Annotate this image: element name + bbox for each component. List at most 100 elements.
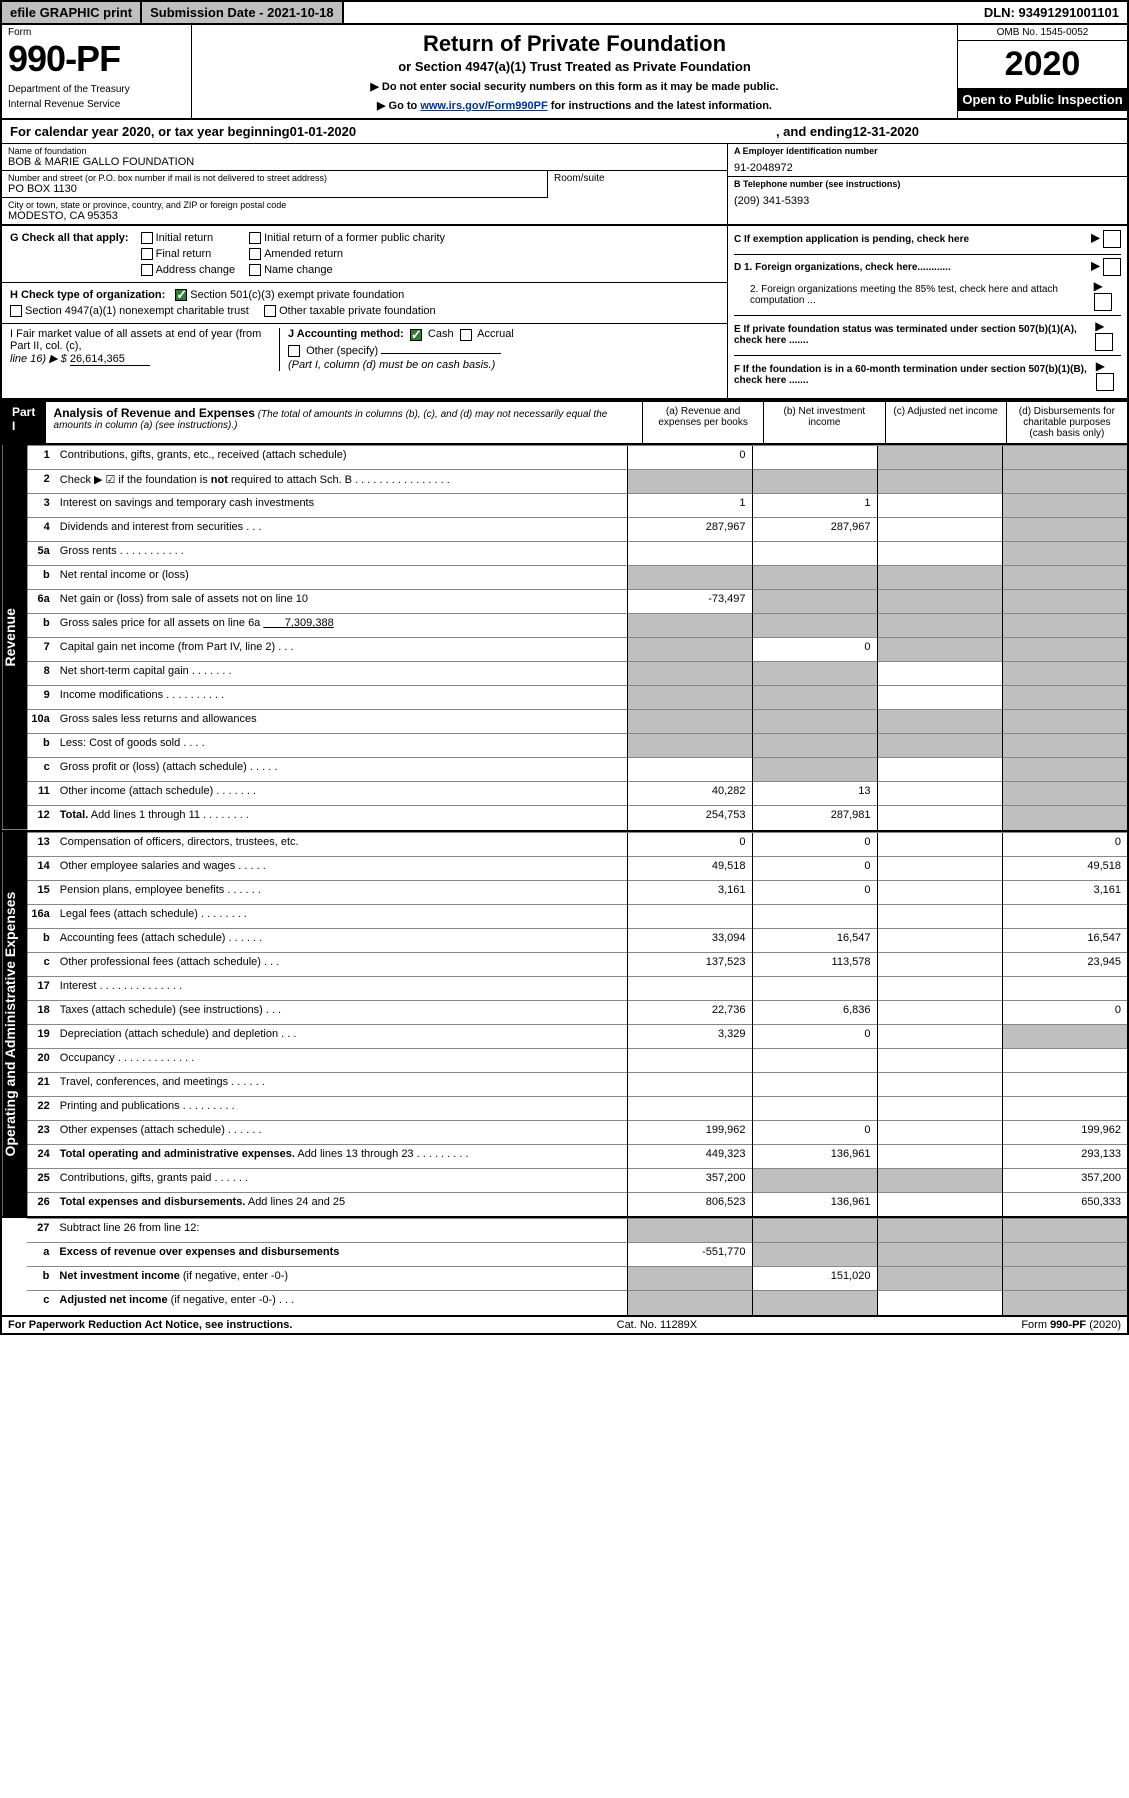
form-link[interactable]: www.irs.gov/Form990PF bbox=[420, 100, 547, 112]
cell-amount bbox=[877, 952, 1002, 976]
checkbox-icon[interactable] bbox=[460, 329, 472, 341]
checkbox-icon[interactable] bbox=[175, 289, 187, 301]
checkbox-icon[interactable] bbox=[10, 305, 22, 317]
checkbox-icon[interactable] bbox=[264, 305, 276, 317]
line-num: 2 bbox=[27, 470, 55, 494]
info-row: Name of foundation BOB & MARIE GALLO FOU… bbox=[2, 144, 1127, 226]
cell-amount: 136,961 bbox=[752, 1144, 877, 1168]
checkbox-icon[interactable] bbox=[288, 345, 300, 357]
checkbox-icon[interactable] bbox=[1103, 258, 1121, 276]
checkbox-icon[interactable] bbox=[1096, 373, 1114, 391]
line-num: 13 bbox=[27, 832, 55, 856]
table-row: bGross sales price for all assets on lin… bbox=[27, 614, 1127, 638]
line-label: Printing and publications . . . . . . . … bbox=[56, 1096, 627, 1120]
g-opt: Name change bbox=[249, 264, 445, 276]
cell-amount: 113,578 bbox=[752, 952, 877, 976]
bottom-section: 27Subtract line 26 from line 12:aExcess … bbox=[2, 1216, 1127, 1315]
checkbox-icon[interactable] bbox=[249, 248, 261, 260]
cell-amount: 199,962 bbox=[627, 1120, 752, 1144]
footer-right: Form 990-PF (2020) bbox=[1021, 1319, 1121, 1331]
cell-amount: -73,497 bbox=[627, 590, 752, 614]
form-container: efile GRAPHIC print Submission Date - 20… bbox=[0, 0, 1129, 1335]
omb: OMB No. 1545-0052 bbox=[958, 25, 1127, 41]
cell-shaded bbox=[1002, 710, 1127, 734]
checkbox-icon[interactable] bbox=[1103, 230, 1121, 248]
header-row: Form 990-PF Department of the Treasury I… bbox=[2, 25, 1127, 120]
cell-amount: 136,961 bbox=[752, 1192, 877, 1216]
cell-amount bbox=[877, 494, 1002, 518]
line-label: Gross sales less returns and allowances bbox=[56, 710, 627, 734]
table-row: cOther professional fees (attach schedul… bbox=[27, 952, 1127, 976]
j-block: J Accounting method: Cash Accrual Other … bbox=[280, 328, 719, 370]
checkbox-icon[interactable] bbox=[1094, 293, 1112, 311]
table-row: 13Compensation of officers, directors, t… bbox=[27, 832, 1127, 856]
cell-shaded bbox=[627, 614, 752, 638]
checkbox-icon[interactable] bbox=[141, 248, 153, 260]
cell-shaded bbox=[1002, 782, 1127, 806]
cell-amount: 293,133 bbox=[1002, 1144, 1127, 1168]
footer-mid: Cat. No. 11289X bbox=[617, 1319, 698, 1331]
dept: Department of the Treasury bbox=[8, 84, 185, 95]
line-num: 16a bbox=[27, 904, 55, 928]
table-row: 27Subtract line 26 from line 12: bbox=[27, 1219, 1127, 1243]
line-num: 18 bbox=[27, 1000, 55, 1024]
cell-amount: 16,547 bbox=[1002, 928, 1127, 952]
checkbox-icon[interactable] bbox=[249, 264, 261, 276]
form-title: Return of Private Foundation bbox=[200, 31, 949, 57]
cell-shaded bbox=[627, 470, 752, 494]
cell-amount bbox=[1002, 1072, 1127, 1096]
cell-shaded bbox=[752, 566, 877, 590]
table-row: 23Other expenses (attach schedule) . . .… bbox=[27, 1120, 1127, 1144]
table-row: 26Total expenses and disbursements. Add … bbox=[27, 1192, 1127, 1216]
cell-shaded bbox=[752, 662, 877, 686]
submission-date: Submission Date - 2021-10-18 bbox=[142, 2, 344, 23]
cell-shaded bbox=[752, 1168, 877, 1192]
table-row: 5aGross rents . . . . . . . . . . . bbox=[27, 542, 1127, 566]
info-right: A Employer identification number91-20489… bbox=[727, 144, 1127, 224]
cell-amount bbox=[877, 1192, 1002, 1216]
line-num: 15 bbox=[27, 880, 55, 904]
table-row: 3Interest on savings and temporary cash … bbox=[27, 494, 1127, 518]
cell-amount: 0 bbox=[752, 638, 877, 662]
line-num: c bbox=[27, 1291, 55, 1315]
room-label: Room/suite bbox=[554, 173, 721, 184]
h-opt: Section 4947(a)(1) nonexempt charitable … bbox=[10, 305, 249, 317]
checkbox-icon[interactable] bbox=[141, 232, 153, 244]
cell-amount: 16,547 bbox=[752, 928, 877, 952]
foundation-name: BOB & MARIE GALLO FOUNDATION bbox=[8, 156, 721, 168]
cell-amount: 199,962 bbox=[1002, 1120, 1127, 1144]
cell-amount bbox=[752, 904, 877, 928]
table-row: 24Total operating and administrative exp… bbox=[27, 1144, 1127, 1168]
cell-amount: 0 bbox=[752, 1024, 877, 1048]
line-label: Total. Add lines 1 through 11 . . . . . … bbox=[56, 806, 627, 830]
checkbox-icon[interactable] bbox=[141, 264, 153, 276]
cell-shaded bbox=[1002, 1219, 1127, 1243]
line-label: Less: Cost of goods sold . . . . bbox=[56, 734, 627, 758]
cell-amount bbox=[877, 806, 1002, 830]
line-num: 10a bbox=[27, 710, 55, 734]
cell-amount bbox=[627, 904, 752, 928]
cell-shaded bbox=[877, 1267, 1002, 1291]
cell-amount bbox=[877, 1096, 1002, 1120]
cell-amount: 0 bbox=[627, 446, 752, 470]
cell-amount bbox=[877, 856, 1002, 880]
cell-shaded bbox=[877, 470, 1002, 494]
line-num: 5a bbox=[27, 542, 55, 566]
checkbox-icon[interactable] bbox=[249, 232, 261, 244]
line-num: 1 bbox=[27, 446, 55, 470]
checkbox-icon[interactable] bbox=[410, 329, 422, 341]
cell-amount: -551,770 bbox=[627, 1243, 752, 1267]
cell-shaded bbox=[877, 1168, 1002, 1192]
city-label: City or town, state or province, country… bbox=[8, 200, 721, 210]
table-row: 2Check ▶ ☑ if the foundation is not requ… bbox=[27, 470, 1127, 494]
checkbox-icon[interactable] bbox=[1095, 333, 1113, 351]
line-label: Check ▶ ☑ if the foundation is not requi… bbox=[56, 470, 627, 494]
line-label: Gross rents . . . . . . . . . . . bbox=[56, 542, 627, 566]
table-row: cGross profit or (loss) (attach schedule… bbox=[27, 758, 1127, 782]
cell-shaded bbox=[627, 638, 752, 662]
cell-amount bbox=[752, 976, 877, 1000]
bottom-table: 27Subtract line 26 from line 12:aExcess … bbox=[27, 1218, 1127, 1315]
line-num: 12 bbox=[27, 806, 55, 830]
line-num: 9 bbox=[27, 686, 55, 710]
header-center: Return of Private Foundation or Section … bbox=[192, 25, 957, 118]
